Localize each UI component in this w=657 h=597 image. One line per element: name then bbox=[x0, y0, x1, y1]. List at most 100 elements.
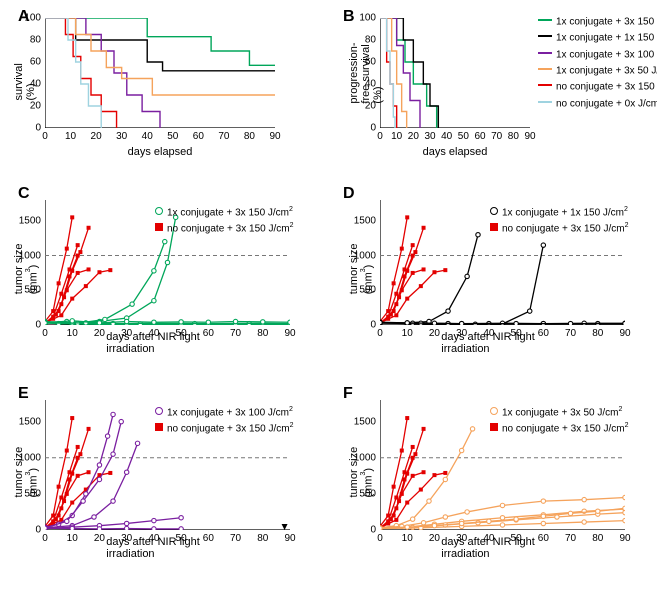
panel-b: 0102030405060708090020406080100progressi… bbox=[380, 18, 530, 128]
legend-item: 1x conjugate + 3x 100 J/cm2 bbox=[155, 403, 293, 419]
panel-c: 0102030405060708090050010001500tumor siz… bbox=[45, 200, 290, 325]
x-tick: 80 bbox=[257, 328, 268, 339]
tumor-series bbox=[380, 447, 413, 528]
x-tick: 50 bbox=[167, 131, 178, 142]
x-tick: 30 bbox=[116, 131, 127, 142]
x-tick: 10 bbox=[402, 328, 413, 339]
x-tick: 20 bbox=[91, 131, 102, 142]
panel-a: 0102030405060708090020406080100survival … bbox=[45, 18, 275, 128]
x-tick: 20 bbox=[429, 328, 440, 339]
panelC-legend: 1x conjugate + 3x 150 J/cm2no conjugate … bbox=[155, 203, 293, 236]
y-tick: 0 bbox=[35, 525, 41, 536]
x-tick: 10 bbox=[65, 131, 76, 142]
y-axis-label: tumor size (mm3) bbox=[13, 433, 40, 498]
x-tick: 90 bbox=[284, 328, 295, 339]
x-tick: 80 bbox=[257, 533, 268, 544]
panel-f-label: F bbox=[343, 385, 353, 403]
x-axis-label: days after NIR light irradiation bbox=[106, 331, 229, 355]
legend-item: no conjugate + 3x 150 J/cm2 bbox=[155, 419, 293, 435]
x-tick: 80 bbox=[592, 328, 603, 339]
x-tick: 80 bbox=[244, 131, 255, 142]
tumor-series bbox=[45, 242, 165, 324]
x-tick: 40 bbox=[142, 131, 153, 142]
x-tick: 70 bbox=[565, 328, 576, 339]
x-tick: 40 bbox=[441, 131, 452, 142]
x-tick: 20 bbox=[94, 328, 105, 339]
x-tick: 70 bbox=[230, 328, 241, 339]
x-tick: 10 bbox=[67, 533, 78, 544]
x-tick: 80 bbox=[592, 533, 603, 544]
x-tick: 0 bbox=[42, 533, 48, 544]
x-axis-label: days elapsed bbox=[423, 146, 488, 158]
y-tick: 0 bbox=[370, 320, 376, 331]
x-tick: 0 bbox=[377, 533, 383, 544]
y-tick: 0 bbox=[370, 525, 376, 536]
tumor-series bbox=[45, 245, 78, 323]
x-tick: 90 bbox=[284, 533, 295, 544]
x-tick: 20 bbox=[94, 533, 105, 544]
panelE-legend: 1x conjugate + 3x 100 J/cm2no conjugate … bbox=[155, 403, 293, 436]
panelD-legend: 1x conjugate + 1x 150 J/cm2no conjugate … bbox=[490, 203, 628, 236]
y-tick: 1500 bbox=[354, 215, 376, 226]
tumor-series bbox=[45, 528, 181, 529]
survival-series bbox=[45, 18, 275, 65]
x-tick: 90 bbox=[269, 131, 280, 142]
panelB-chart bbox=[380, 18, 530, 128]
x-tick: 90 bbox=[524, 131, 535, 142]
x-tick: 70 bbox=[491, 131, 502, 142]
y-tick: 20 bbox=[30, 101, 41, 112]
x-axis-label: days elapsed bbox=[128, 146, 193, 158]
x-tick: 0 bbox=[377, 131, 383, 142]
panel-e-label: E bbox=[18, 385, 29, 403]
y-axis-label: tumor size (mm3) bbox=[13, 231, 40, 294]
y-tick: 1500 bbox=[354, 416, 376, 427]
legend-item: 1x conjugate + 3x 150 J/cm2 bbox=[538, 12, 657, 28]
panel-f: 0102030405060708090050010001500tumor siz… bbox=[380, 400, 625, 530]
panelA-chart bbox=[45, 18, 275, 128]
panel-e: 0102030405060708090050010001500tumor siz… bbox=[45, 400, 290, 530]
x-tick: 20 bbox=[408, 131, 419, 142]
x-tick: 10 bbox=[67, 328, 78, 339]
legend-item: 1x conjugate + 1x 150 J/cm2 bbox=[538, 28, 657, 44]
y-tick: 0 bbox=[35, 123, 41, 134]
x-tick: 20 bbox=[429, 533, 440, 544]
survival-series bbox=[45, 18, 275, 71]
tumor-series bbox=[380, 458, 413, 527]
x-tick: 60 bbox=[193, 131, 204, 142]
y-axis-label: tumor size (mm3) bbox=[348, 231, 375, 294]
x-tick: 60 bbox=[474, 131, 485, 142]
legend-item: no conjugate + 3x 150 J/cm2 bbox=[538, 77, 657, 93]
x-tick: 0 bbox=[377, 328, 383, 339]
legend-item: no conjugate + 3x 150 J/cm2 bbox=[490, 419, 628, 435]
y-tick: 100 bbox=[24, 13, 41, 24]
x-tick: 0 bbox=[42, 328, 48, 339]
tumor-series bbox=[380, 245, 413, 323]
panelF-legend: 1x conjugate + 3x 50 J/cm2no conjugate +… bbox=[490, 403, 628, 436]
y-tick: 1500 bbox=[19, 215, 41, 226]
legend-item: no conjugate + 3x 150 J/cm2 bbox=[155, 219, 293, 235]
x-tick: 80 bbox=[508, 131, 519, 142]
x-tick: 70 bbox=[230, 533, 241, 544]
y-tick: 0 bbox=[370, 123, 376, 134]
y-tick: 0 bbox=[35, 320, 41, 331]
x-tick: 10 bbox=[391, 131, 402, 142]
y-axis-label: tumor size (mm3) bbox=[348, 433, 375, 498]
x-tick: 50 bbox=[458, 131, 469, 142]
x-tick: 30 bbox=[424, 131, 435, 142]
x-axis-label: days after NIR light irradiation bbox=[106, 536, 229, 560]
y-axis-label: survival (%) bbox=[13, 46, 37, 101]
panel-b-label: B bbox=[343, 8, 355, 26]
x-tick: 70 bbox=[218, 131, 229, 142]
panel-c-label: C bbox=[18, 185, 30, 203]
x-axis-label: days after NIR light irradiation bbox=[441, 331, 564, 355]
legend-item: 1x conjugate + 3x 150 J/cm2 bbox=[155, 203, 293, 219]
legend-item: 1x conjugate + 3x 50 J/cm2 bbox=[538, 61, 657, 77]
legend-item: no conjugate + 0x J/cm2 bbox=[538, 94, 657, 110]
y-axis-label: progression-free survival (%) bbox=[348, 42, 384, 103]
tumor-series bbox=[45, 323, 290, 324]
legend-main: 1x conjugate + 3x 150 J/cm21x conjugate … bbox=[538, 12, 657, 110]
legend-item: no conjugate + 3x 150 J/cm2 bbox=[490, 219, 628, 235]
panel-d-label: D bbox=[343, 185, 355, 203]
x-tick: 90 bbox=[619, 328, 630, 339]
legend-item: 1x conjugate + 3x 100 J/cm2 bbox=[538, 45, 657, 61]
